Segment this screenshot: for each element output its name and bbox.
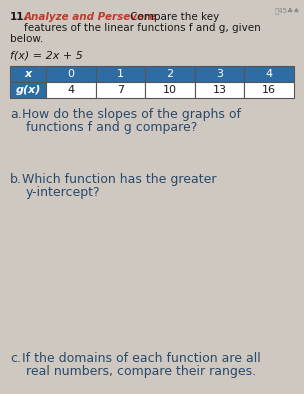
Text: 3: 3 [216,69,223,79]
Text: g(x): g(x) [15,85,41,95]
Text: Compare the key: Compare the key [130,12,219,22]
FancyBboxPatch shape [46,82,95,98]
FancyBboxPatch shape [46,66,95,82]
Text: 10: 10 [163,85,177,95]
Text: below.: below. [10,34,43,44]
FancyBboxPatch shape [195,82,244,98]
FancyBboxPatch shape [95,66,145,82]
Text: If the domains of each function are all: If the domains of each function are all [22,352,261,365]
FancyBboxPatch shape [10,66,46,82]
Text: 16: 16 [262,85,276,95]
Text: 2: 2 [166,69,174,79]
FancyBboxPatch shape [244,82,294,98]
FancyBboxPatch shape [145,66,195,82]
Text: 11.: 11. [10,12,29,22]
Text: y-intercept?: y-intercept? [26,186,101,199]
Text: 回45♣♠: 回45♣♠ [275,7,300,14]
FancyBboxPatch shape [195,66,244,82]
Text: functions f and g compare?: functions f and g compare? [26,121,197,134]
Text: 7: 7 [117,85,124,95]
Text: a.: a. [10,108,22,121]
Text: How do the slopes of the graphs of: How do the slopes of the graphs of [22,108,241,121]
Text: 1: 1 [117,69,124,79]
Text: b.: b. [10,173,22,186]
Text: f(x) = 2x + 5: f(x) = 2x + 5 [10,50,83,60]
Text: x: x [24,69,32,79]
FancyBboxPatch shape [145,82,195,98]
FancyBboxPatch shape [95,82,145,98]
Text: real numbers, compare their ranges.: real numbers, compare their ranges. [26,365,256,378]
Text: 13: 13 [212,85,226,95]
Text: Which function has the greater: Which function has the greater [22,173,216,186]
FancyBboxPatch shape [10,82,46,98]
Text: c.: c. [10,352,21,365]
Text: 4: 4 [266,69,273,79]
Text: features of the linear functions f and g, given: features of the linear functions f and g… [24,23,261,33]
Text: 4: 4 [67,85,74,95]
Text: Analyze and Persevere: Analyze and Persevere [24,12,157,22]
FancyBboxPatch shape [244,66,294,82]
Text: 0: 0 [67,69,74,79]
